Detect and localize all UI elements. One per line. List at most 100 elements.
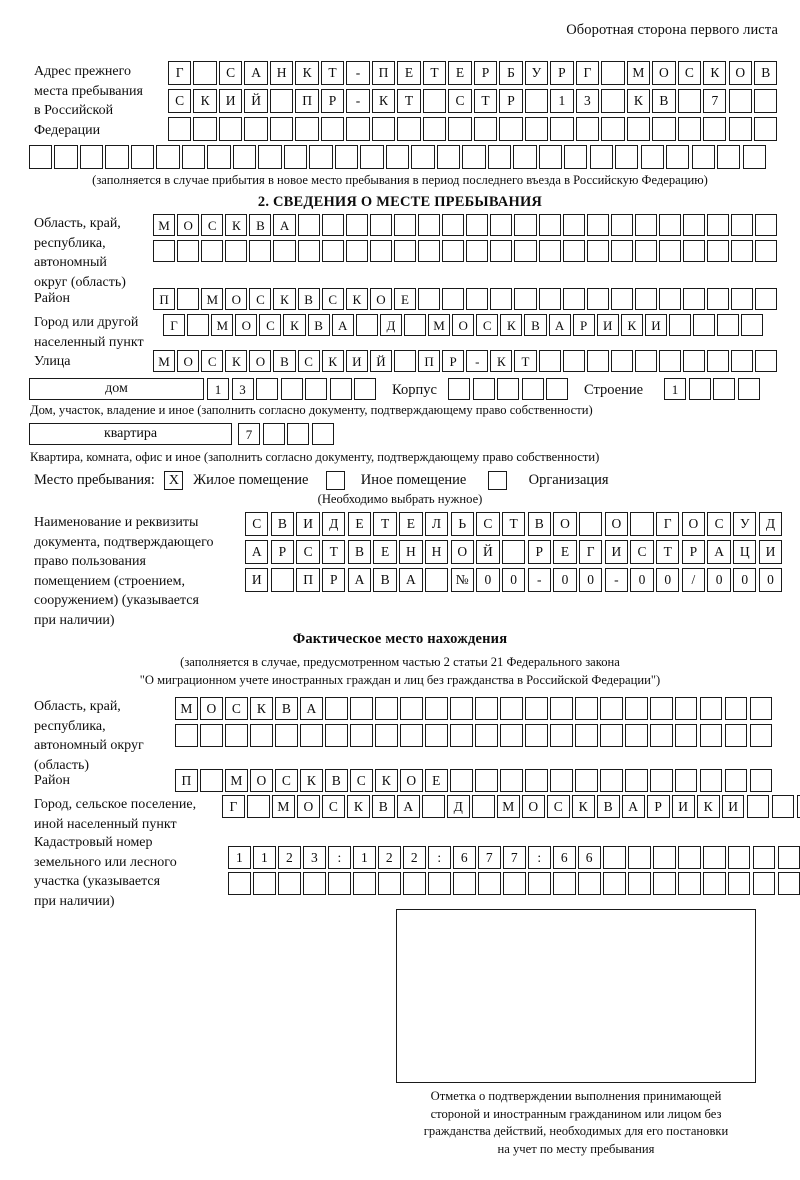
cadastral-row-2[interactable] <box>228 872 800 895</box>
cell[interactable]: О <box>604 512 629 536</box>
cell[interactable]: О <box>452 314 475 336</box>
cell[interactable] <box>713 378 735 400</box>
cell[interactable]: Д <box>322 512 346 536</box>
cell[interactable] <box>466 214 489 236</box>
cell[interactable] <box>207 145 231 169</box>
cell[interactable] <box>610 350 633 372</box>
cell[interactable]: - <box>466 350 489 372</box>
cell[interactable] <box>327 872 351 895</box>
cell[interactable]: - <box>527 568 551 592</box>
cell[interactable]: С <box>677 61 701 85</box>
cell[interactable] <box>724 697 748 720</box>
cell[interactable] <box>452 872 476 895</box>
cell[interactable] <box>731 240 754 262</box>
cell[interactable] <box>624 769 648 792</box>
cell[interactable] <box>577 872 601 895</box>
cell[interactable] <box>703 117 727 141</box>
cell[interactable]: : <box>427 846 451 869</box>
cell[interactable] <box>442 214 465 236</box>
cell[interactable]: М <box>153 350 176 372</box>
cell[interactable]: 3 <box>302 846 326 869</box>
cell[interactable]: Р <box>681 540 706 564</box>
cell[interactable] <box>546 378 568 400</box>
cell[interactable] <box>524 724 548 747</box>
cell[interactable]: К <box>703 61 727 85</box>
cell[interactable]: И <box>296 512 320 536</box>
cell[interactable] <box>305 378 327 400</box>
cell[interactable]: Н <box>399 540 423 564</box>
cell[interactable]: 3 <box>575 89 600 113</box>
cell[interactable]: Й <box>476 540 500 564</box>
cell[interactable] <box>377 872 401 895</box>
cell[interactable] <box>168 117 192 141</box>
cell[interactable]: О <box>521 795 545 818</box>
cell[interactable]: К <box>626 89 651 113</box>
cell[interactable] <box>258 145 282 169</box>
cell[interactable] <box>371 117 396 141</box>
cell[interactable] <box>728 117 752 141</box>
cell[interactable] <box>624 697 648 720</box>
cell[interactable]: Т <box>422 61 447 85</box>
cell[interactable] <box>549 724 573 747</box>
cell[interactable]: Е <box>553 540 577 564</box>
cell[interactable] <box>658 288 682 310</box>
cell[interactable]: Д <box>758 512 783 536</box>
cell[interactable] <box>524 89 549 113</box>
cell[interactable] <box>755 240 778 262</box>
cell[interactable]: А <box>273 214 296 236</box>
cell[interactable] <box>702 872 726 895</box>
cell[interactable] <box>466 240 489 262</box>
cell[interactable]: 0 <box>553 568 577 592</box>
cell[interactable] <box>297 240 320 262</box>
stay-type-checkbox-inoe[interactable] <box>326 471 346 491</box>
cell[interactable] <box>262 423 285 445</box>
cell[interactable]: / <box>681 568 706 592</box>
cell[interactable]: Р <box>527 540 551 564</box>
cell[interactable]: 7 <box>477 846 501 869</box>
cell[interactable] <box>345 214 368 236</box>
cell[interactable] <box>225 240 248 262</box>
cell[interactable]: О <box>199 697 223 720</box>
cell[interactable] <box>683 214 706 236</box>
cell[interactable]: А <box>707 540 731 564</box>
cell[interactable]: Б <box>499 61 523 85</box>
cell[interactable] <box>199 769 223 792</box>
cell[interactable] <box>514 288 537 310</box>
cell[interactable]: К <box>295 61 319 85</box>
cell[interactable] <box>354 378 376 400</box>
cell[interactable]: - <box>604 568 629 592</box>
cell[interactable] <box>754 89 778 113</box>
cell[interactable] <box>256 378 278 400</box>
cell[interactable] <box>586 240 609 262</box>
cell[interactable]: С <box>249 288 272 310</box>
cell[interactable] <box>449 697 473 720</box>
cell[interactable] <box>742 145 766 169</box>
cell[interactable]: К <box>273 288 296 310</box>
cell[interactable]: 6 <box>452 846 476 869</box>
cell[interactable]: В <box>249 214 272 236</box>
cell[interactable]: О <box>369 288 392 310</box>
cell[interactable]: С <box>546 795 570 818</box>
cell[interactable] <box>749 724 773 747</box>
cell[interactable] <box>499 724 523 747</box>
cell[interactable] <box>599 697 623 720</box>
cell[interactable] <box>287 423 309 445</box>
cell[interactable]: Е <box>347 512 372 536</box>
cell[interactable] <box>249 724 273 747</box>
cell[interactable]: П <box>153 288 176 310</box>
cell[interactable]: Л <box>424 512 449 536</box>
cell[interactable]: Т <box>397 89 421 113</box>
cell[interactable]: № <box>450 568 474 592</box>
cell[interactable] <box>490 288 513 310</box>
cell[interactable] <box>393 350 417 372</box>
cell[interactable] <box>538 145 562 169</box>
cell[interactable] <box>497 378 519 400</box>
cell[interactable]: П <box>175 769 198 792</box>
cell[interactable] <box>746 795 770 818</box>
cell[interactable] <box>562 240 585 262</box>
cell[interactable]: Т <box>514 350 537 372</box>
